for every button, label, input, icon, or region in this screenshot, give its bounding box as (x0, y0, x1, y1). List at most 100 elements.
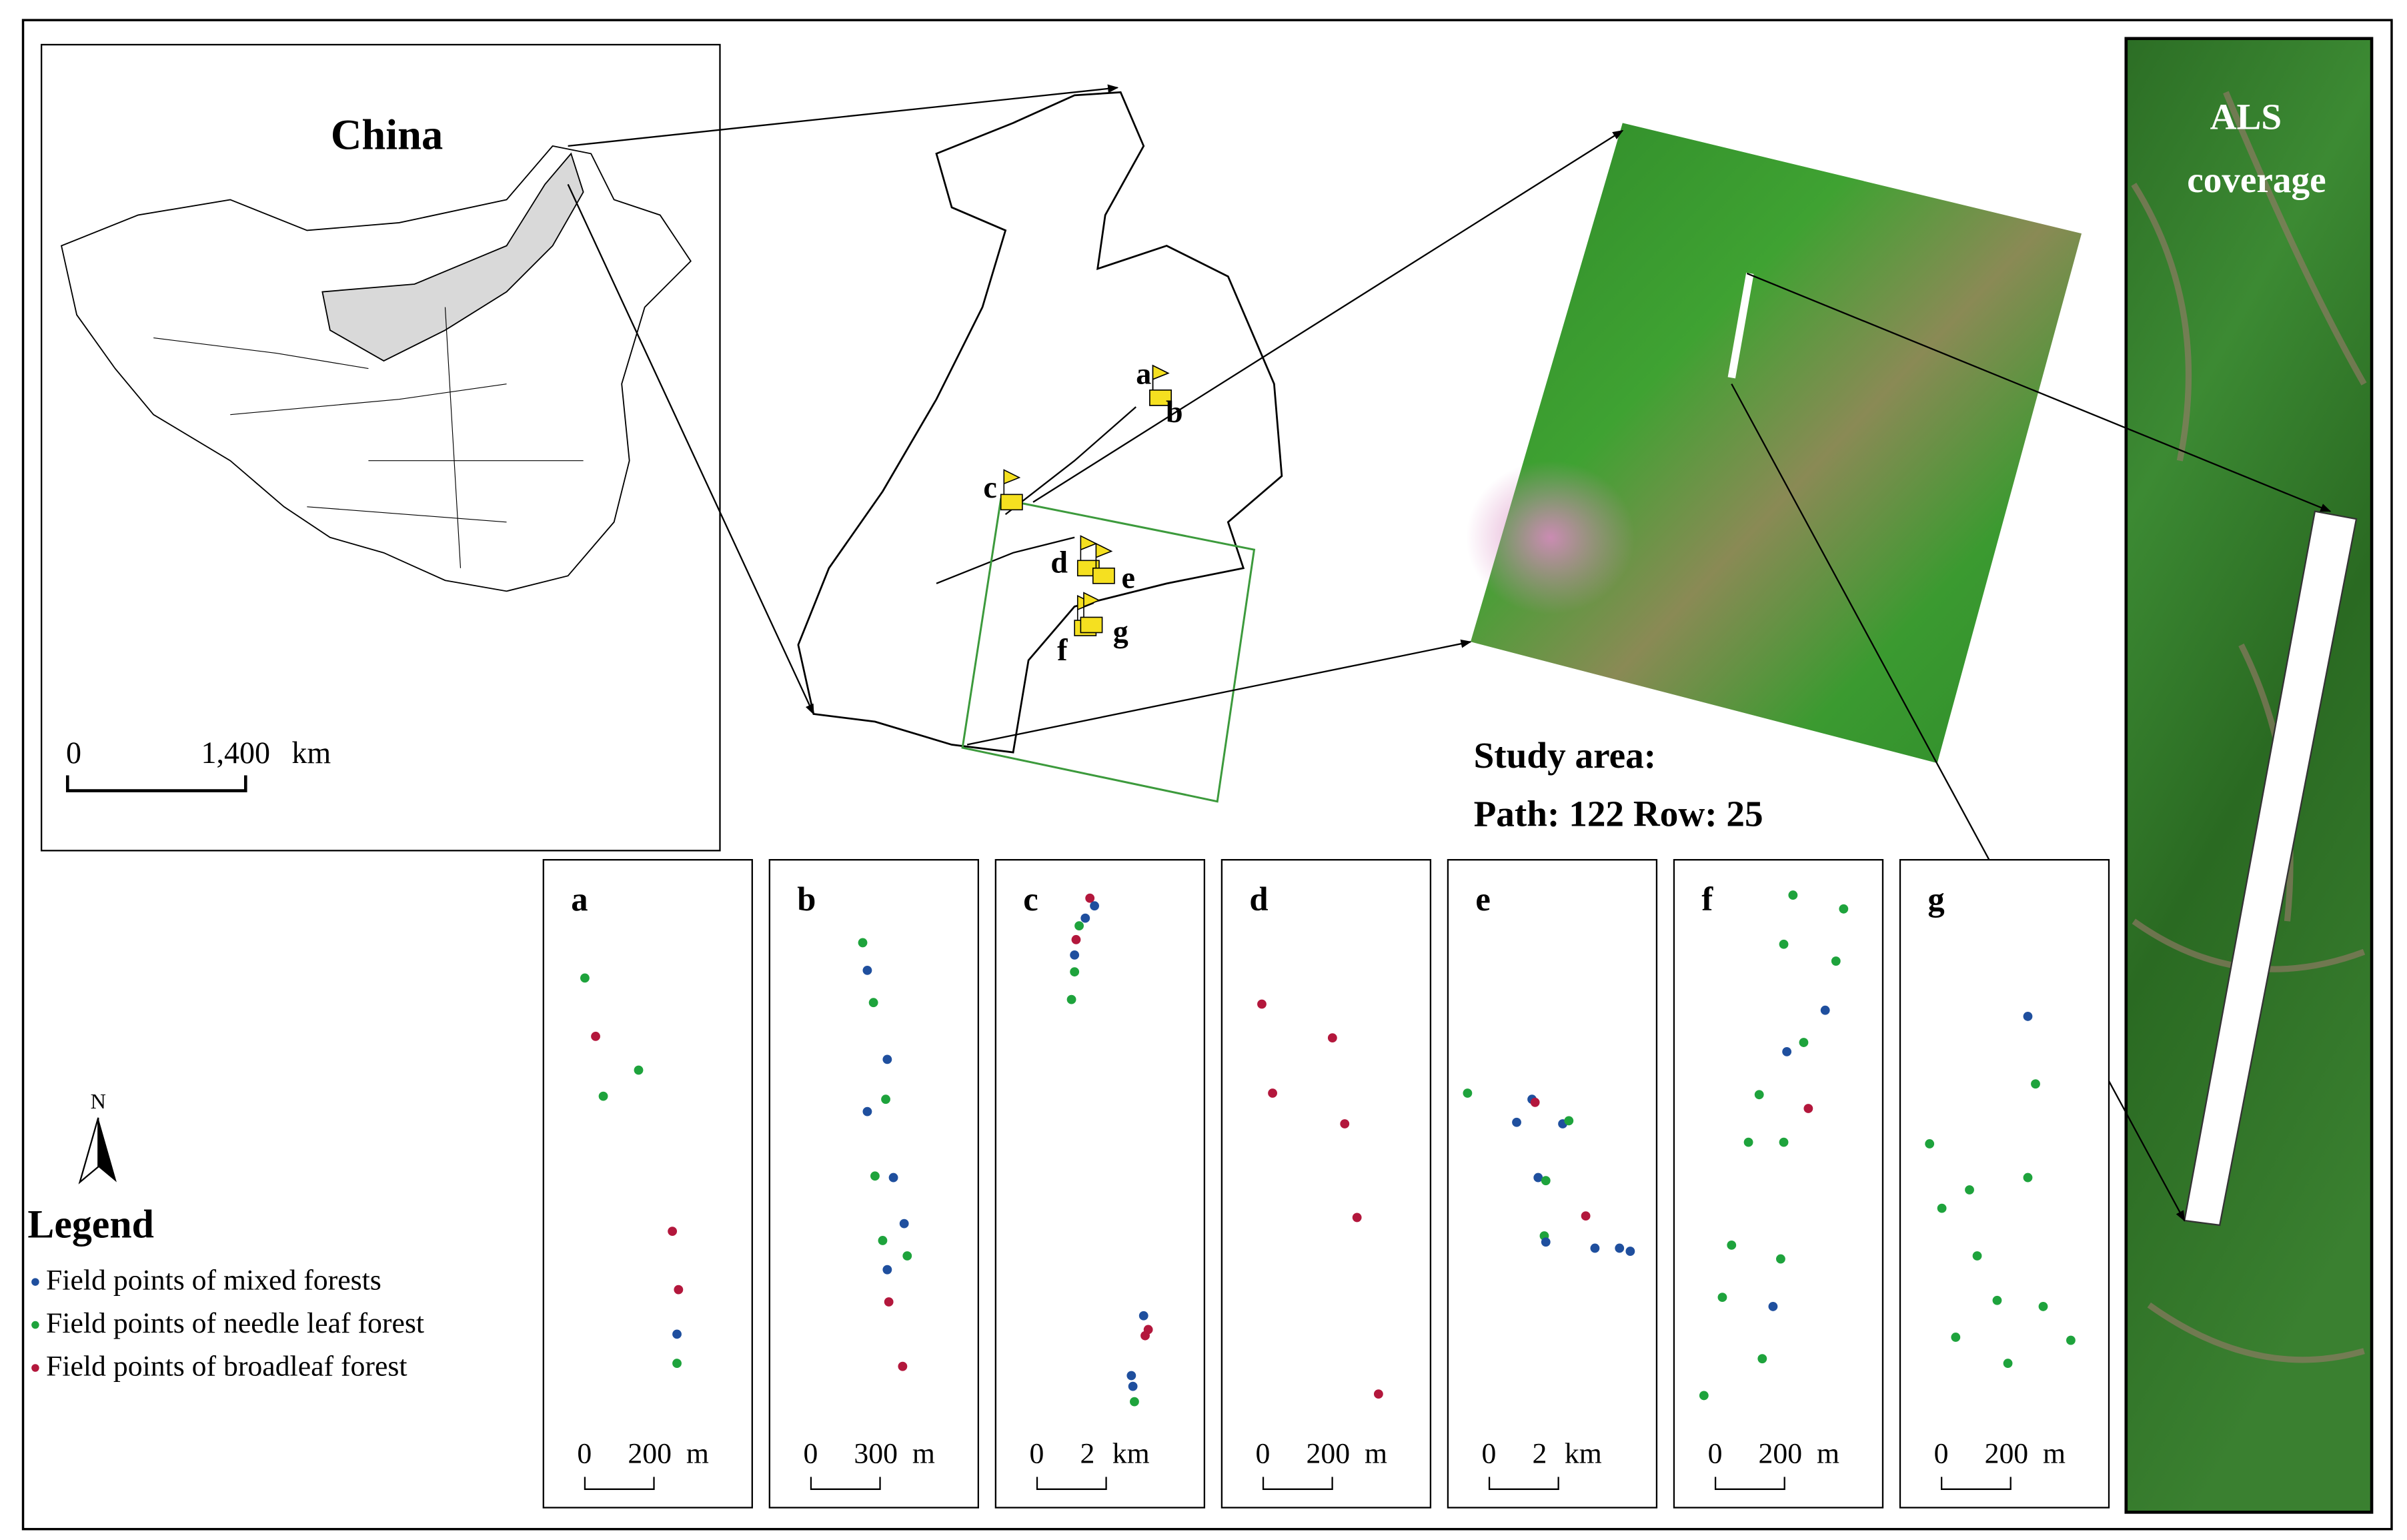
field-point (1564, 1116, 1574, 1126)
scale-unit: m (1365, 1438, 1387, 1470)
scale-value: 200 (1985, 1438, 2029, 1470)
field-point (2023, 1012, 2033, 1021)
field-point (870, 1171, 880, 1181)
study-area-title: Study area: (1474, 735, 1657, 776)
scene-footprint (961, 498, 1256, 803)
legend-dot (31, 1364, 39, 1372)
scale-unit: km (291, 736, 331, 770)
field-point (1757, 1354, 1767, 1364)
scale-value: 200 (1306, 1438, 1350, 1470)
field-point (882, 1265, 892, 1275)
scale-bar (1488, 1477, 1559, 1490)
panel-label: f (1701, 880, 1713, 918)
als-label: ALS (2210, 97, 2282, 137)
scale-unit: m (1817, 1438, 1839, 1470)
scale-zero: 0 (1482, 1438, 1497, 1470)
legend-label: Field points of broadleaf forest (46, 1351, 408, 1383)
field-point (1992, 1295, 2002, 1305)
field-point (2031, 1079, 2040, 1089)
legend-dot (31, 1278, 39, 1286)
site-flag (1149, 390, 1172, 406)
field-point (1128, 1381, 1138, 1391)
field-point (1803, 1104, 1813, 1113)
field-point (1831, 956, 1841, 966)
field-point (1788, 890, 1798, 900)
legend-label: Field points of mixed forests (46, 1265, 381, 1297)
field-point (1530, 1097, 1540, 1107)
field-point (888, 1173, 898, 1183)
field-point (1768, 1302, 1778, 1311)
legend-title: Legend (27, 1202, 153, 1246)
province-outline (797, 91, 1283, 754)
field-point (1268, 1088, 1277, 1098)
field-point (1779, 939, 1789, 949)
site-label: e (1122, 561, 1135, 595)
panel-label: c (1023, 880, 1038, 918)
field-point (1937, 1203, 1947, 1213)
field-point (1839, 904, 1849, 914)
field-point (1925, 1139, 1935, 1148)
field-point (1066, 994, 1076, 1004)
field-point (1340, 1119, 1350, 1128)
als-strip-small (1727, 272, 1754, 379)
field-point (1541, 1237, 1551, 1247)
site-label: c (983, 470, 996, 504)
scale-bar (1940, 1477, 2012, 1490)
field-point (902, 1251, 912, 1261)
panel-box (1899, 858, 2110, 1509)
field-point (2023, 1173, 2033, 1183)
north-arrow (98, 1117, 117, 1183)
field-point (884, 1297, 894, 1307)
field-point (1352, 1213, 1362, 1223)
field-point (1140, 1331, 1150, 1341)
scale-unit: km (1112, 1438, 1150, 1470)
field-point (2038, 1302, 2048, 1311)
scale-unit: m (686, 1438, 709, 1470)
field-point (1590, 1243, 1600, 1253)
field-point (1373, 1389, 1383, 1399)
field-point (878, 1236, 888, 1245)
field-point (1743, 1137, 1753, 1147)
field-point (1541, 1176, 1551, 1186)
field-point (598, 1091, 608, 1101)
north-label: N (91, 1089, 106, 1113)
field-point (1754, 1090, 1764, 1100)
field-point (2003, 1359, 2013, 1368)
panel-box (994, 858, 1206, 1509)
field-point (1972, 1251, 1982, 1261)
scale-zero: 0 (803, 1438, 818, 1470)
scene-bare (1466, 460, 1635, 614)
site-label: b (1166, 395, 1183, 429)
site-flag (1092, 568, 1115, 584)
field-point (591, 1031, 600, 1041)
site-label: f (1057, 633, 1068, 667)
field-point (1085, 893, 1095, 903)
panels: a 0 200 m b 0 300 m c 0 2 km d 0 200 m e 0 2 km f 0 200 m g 0 200 m (542, 858, 2110, 1509)
scale-zero: 0 (1256, 1438, 1271, 1470)
scale-bar (1262, 1477, 1333, 1490)
scale-bar (1714, 1477, 1785, 1490)
field-point (1951, 1333, 1961, 1342)
scale-zero: 0 (1029, 1438, 1044, 1470)
legend-label: Field points of needle leaf forest (46, 1307, 424, 1339)
field-point (1717, 1293, 1727, 1303)
site-flag (1080, 535, 1098, 561)
field-point (1512, 1117, 1521, 1127)
panel-box (1673, 858, 1884, 1509)
field-point (1138, 1311, 1148, 1321)
scale-zero: 0 (66, 736, 81, 770)
field-point (634, 1065, 644, 1075)
site-flag (1152, 364, 1170, 390)
panel-box (1221, 858, 1432, 1509)
county-lines (936, 406, 1136, 584)
field-point (1965, 1185, 1974, 1195)
site-label: g (1113, 614, 1128, 648)
scale-bar (584, 1477, 655, 1490)
field-point (1799, 1038, 1809, 1047)
als-strip (2183, 510, 2358, 1227)
panel-label: b (797, 880, 816, 918)
scale-value: 2 (1080, 1438, 1094, 1470)
field-point (1130, 1397, 1139, 1407)
site-label: a (1136, 357, 1151, 391)
